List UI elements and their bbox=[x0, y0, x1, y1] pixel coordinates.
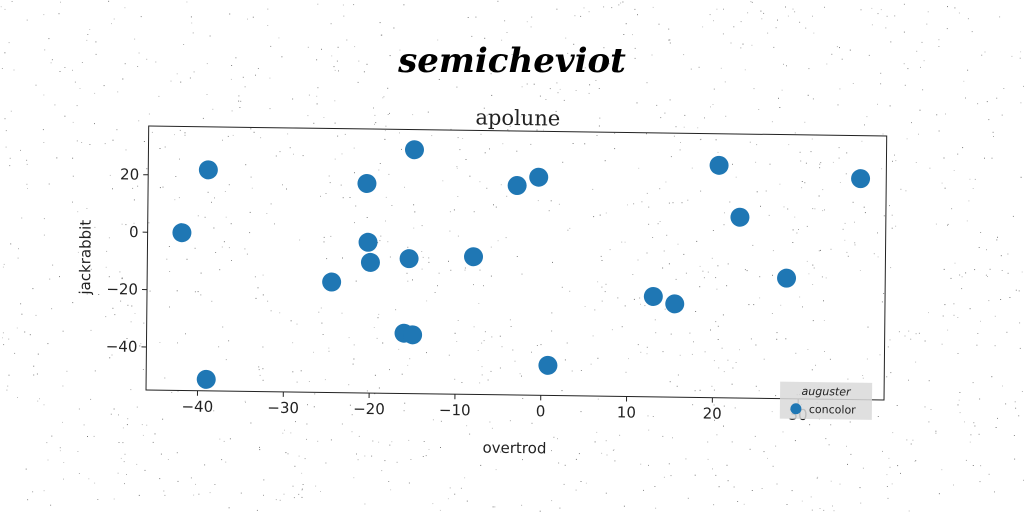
y-tick-label: 0 bbox=[129, 223, 139, 241]
legend-marker bbox=[790, 403, 802, 415]
legend-title: auguster bbox=[802, 385, 853, 399]
x-axis-label: overtrod bbox=[482, 439, 546, 458]
data-point bbox=[538, 355, 558, 375]
data-point bbox=[777, 268, 797, 288]
data-point bbox=[358, 232, 378, 252]
data-point bbox=[404, 140, 425, 160]
data-point bbox=[360, 252, 380, 272]
x-tick-label: 20 bbox=[703, 405, 722, 423]
chart-title: semicheviot bbox=[397, 41, 626, 81]
legend-box bbox=[779, 381, 873, 420]
data-point bbox=[709, 155, 729, 175]
scatter-series bbox=[172, 140, 871, 389]
data-point bbox=[399, 249, 419, 269]
x-axis: −40−30−20−100102030 bbox=[181, 390, 808, 424]
x-tick-label: −20 bbox=[353, 400, 385, 418]
x-tick-label: 10 bbox=[617, 403, 636, 421]
data-point bbox=[464, 247, 484, 267]
y-tick-label: −40 bbox=[106, 337, 138, 355]
x-tick-label: 0 bbox=[536, 402, 546, 420]
data-point bbox=[198, 160, 218, 180]
data-point bbox=[529, 167, 549, 187]
y-axis: −40 −20 0 20 bbox=[106, 165, 149, 356]
data-point bbox=[643, 286, 663, 306]
data-point bbox=[322, 272, 342, 292]
legend: auguster concolor bbox=[779, 381, 873, 420]
x-tick-label: −40 bbox=[181, 398, 213, 416]
legend-label: concolor bbox=[809, 403, 856, 417]
axes-title: apolune bbox=[475, 105, 560, 130]
data-point bbox=[730, 207, 750, 227]
data-point bbox=[172, 223, 192, 243]
x-tick-label: −10 bbox=[439, 401, 471, 419]
data-point bbox=[507, 176, 527, 196]
data-point bbox=[851, 169, 871, 189]
data-point bbox=[403, 325, 423, 345]
y-tick-label: −20 bbox=[106, 280, 138, 298]
x-tick-label: −30 bbox=[267, 399, 299, 417]
axes-frame bbox=[145, 125, 888, 401]
y-tick-label: 20 bbox=[120, 165, 139, 183]
data-point bbox=[665, 294, 685, 314]
data-point bbox=[196, 369, 216, 389]
data-point bbox=[357, 173, 377, 193]
y-axis-label: jackrabbit bbox=[76, 220, 95, 296]
